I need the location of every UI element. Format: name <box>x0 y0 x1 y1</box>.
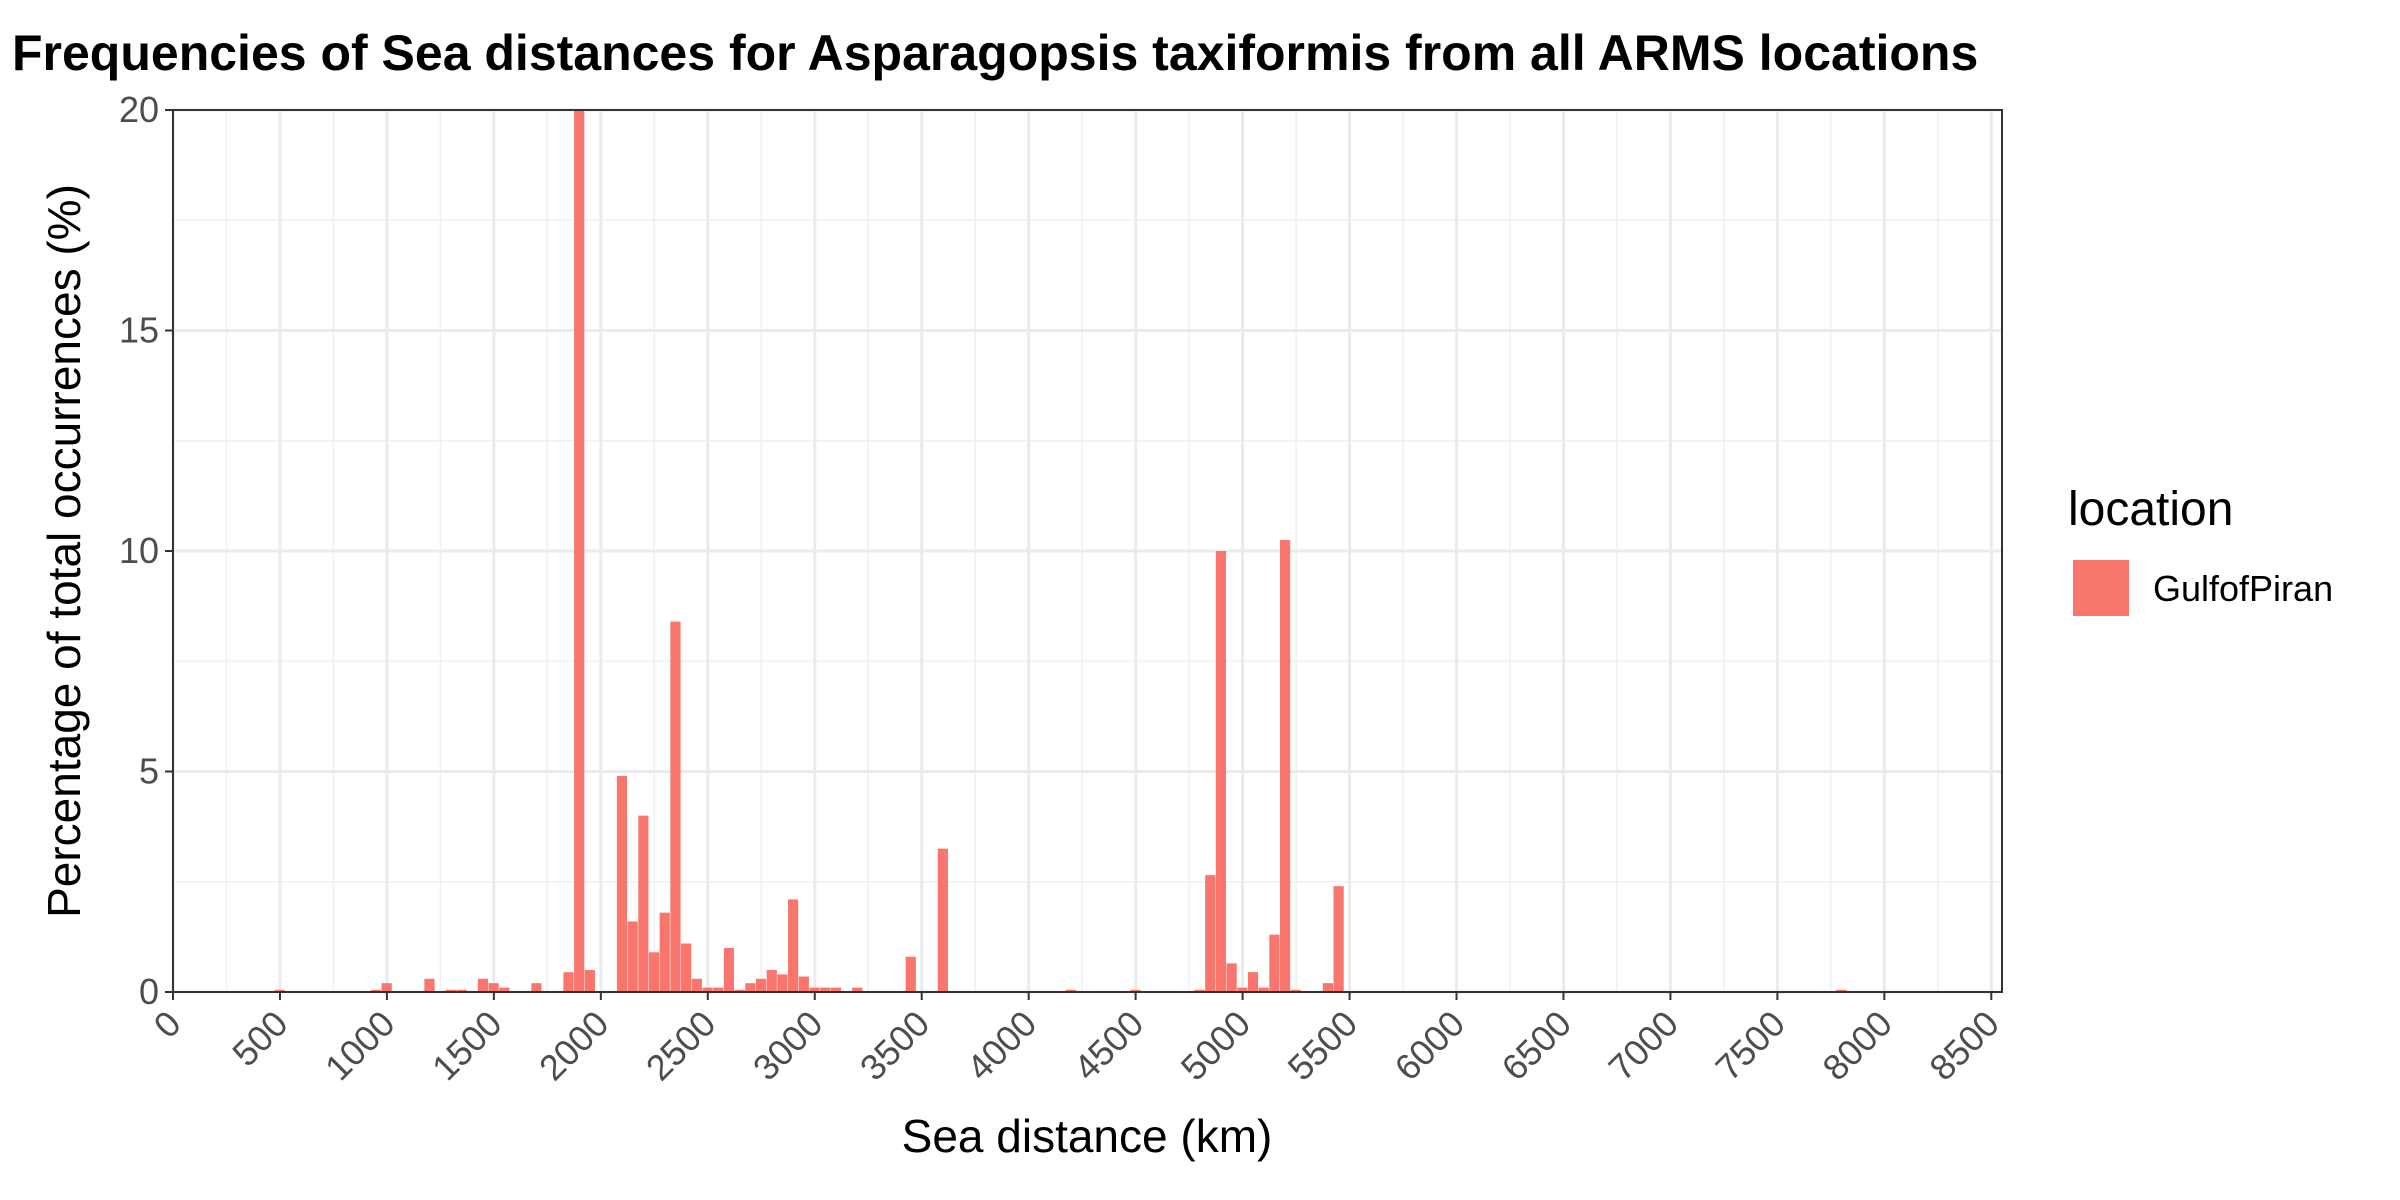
histogram-bar <box>1290 989 1301 992</box>
y-tick-label: 15 <box>119 310 159 351</box>
x-tick-label: 7000 <box>1600 1003 1686 1089</box>
histogram-bar <box>659 912 670 992</box>
histogram-bar <box>670 621 681 992</box>
histogram-bar <box>1237 987 1248 992</box>
histogram-bar <box>381 983 392 992</box>
x-tick-label: 2500 <box>638 1003 724 1089</box>
histogram-bar <box>1258 987 1269 992</box>
histogram-bar <box>274 989 285 992</box>
x-tick-label: 5000 <box>1173 1003 1259 1089</box>
y-tick-label: 10 <box>119 530 159 571</box>
histogram-bar <box>477 978 489 992</box>
histogram-bar <box>905 956 916 992</box>
histogram-bar <box>1333 886 1344 992</box>
x-tick-label: 0 <box>146 1003 189 1046</box>
histogram-bar <box>370 989 382 992</box>
x-axis-title: Sea distance (km) <box>902 1110 1273 1162</box>
histogram-bar <box>616 775 628 992</box>
histogram-bar <box>1226 963 1237 992</box>
histogram-bar <box>627 921 638 992</box>
histogram-bar <box>488 983 499 992</box>
histogram-bar <box>681 943 692 992</box>
x-tick-label: 4000 <box>959 1003 1045 1089</box>
x-tick-label: 500 <box>224 1003 295 1074</box>
x-tick-label: 1000 <box>317 1003 403 1089</box>
histogram-bar <box>584 969 595 992</box>
x-tick-label: 8000 <box>1814 1003 1900 1089</box>
histogram-bar <box>937 848 948 992</box>
x-tick-label: 5500 <box>1280 1003 1366 1089</box>
histogram-bar <box>777 974 788 992</box>
histogram-bar <box>1194 989 1205 992</box>
histogram-bar <box>445 989 456 992</box>
x-tick-label: 3000 <box>745 1003 831 1089</box>
y-axis-title: Percentage of total occurrences (%) <box>38 184 90 918</box>
x-tick-label: 8500 <box>1921 1003 2007 1089</box>
histogram-bar <box>1269 934 1280 992</box>
histogram-bar <box>809 987 820 992</box>
histogram-bar <box>1280 539 1291 992</box>
histogram-bar <box>820 987 831 992</box>
histogram-bar <box>638 815 649 992</box>
histogram-bar <box>1322 983 1334 992</box>
histogram-bar <box>1130 989 1141 992</box>
histogram-bar <box>788 899 799 992</box>
histogram-bar <box>702 987 713 992</box>
bars <box>274 110 1847 992</box>
legend-title: location <box>2068 483 2233 536</box>
histogram-bar <box>852 987 863 992</box>
histogram-bar <box>1247 972 1259 992</box>
histogram-bar <box>648 952 660 992</box>
x-tick-label: 3500 <box>852 1003 938 1089</box>
y-axis: 0 5 10 15 20 <box>119 89 173 1012</box>
histogram-bar <box>745 983 756 992</box>
x-tick-label: 1500 <box>424 1003 510 1089</box>
y-tick-label: 5 <box>139 751 159 792</box>
histogram-bar <box>755 978 767 992</box>
histogram-bar <box>723 947 735 992</box>
histogram-bar <box>734 989 745 992</box>
histogram-bar <box>1205 875 1216 992</box>
y-tick-label: 0 <box>139 971 159 1012</box>
y-tick-label: 20 <box>119 89 159 130</box>
histogram-bar <box>574 110 585 992</box>
histogram-bar <box>531 983 542 992</box>
histogram-bar <box>691 978 702 992</box>
histogram-bar <box>830 987 841 992</box>
histogram-bar <box>499 987 510 992</box>
x-tick-label: 4500 <box>1066 1003 1152 1089</box>
histogram-bar <box>713 987 724 992</box>
x-axis: 0 500 1000 1500 2000 2500 3000 3500 4000 4500 5000… <box>146 992 2007 1088</box>
x-tick-label: 7500 <box>1707 1003 1793 1089</box>
legend: location GulfofPiran <box>2068 483 2333 616</box>
chart-title: Frequencies of Sea distances for Asparag… <box>12 25 1978 81</box>
legend-label-gulfofpiran: GulfofPiran <box>2153 568 2333 609</box>
x-tick-label: 6500 <box>1493 1003 1579 1089</box>
legend-key-gulfofpiran <box>2073 560 2129 616</box>
histogram-bar <box>1215 551 1227 992</box>
histogram-bar <box>1066 989 1077 992</box>
x-tick-label: 2000 <box>531 1003 617 1089</box>
histogram-bar <box>563 972 574 992</box>
histogram-bar <box>1836 989 1847 992</box>
x-tick-label: 6000 <box>1387 1003 1473 1089</box>
histogram-bar <box>424 978 435 992</box>
histogram-bar <box>456 989 467 992</box>
histogram-bar <box>798 976 809 992</box>
histogram-bar <box>766 969 777 992</box>
